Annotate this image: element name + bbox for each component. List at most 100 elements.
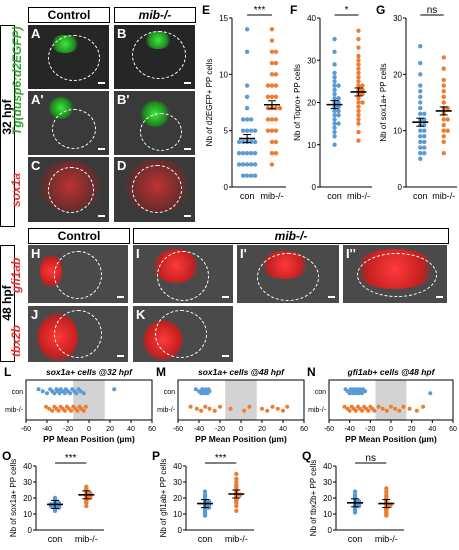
data-point — [218, 404, 222, 409]
image-panel-H: H — [28, 245, 128, 303]
data-point — [244, 117, 250, 122]
data-point — [234, 508, 239, 513]
x-tick-label: 0 — [389, 426, 393, 433]
panel-letter: Q — [302, 449, 311, 463]
y-tick-label: mib-/- — [308, 407, 327, 414]
data-point — [389, 404, 393, 409]
data-point — [236, 162, 242, 167]
data-point — [240, 173, 246, 178]
data-point — [332, 83, 337, 88]
data-point — [332, 134, 337, 139]
data-point — [418, 94, 423, 100]
data-point — [418, 89, 423, 94]
image-panel-D: D — [114, 157, 195, 222]
data-point — [252, 162, 258, 167]
data-point — [244, 128, 250, 133]
data-point — [372, 408, 377, 413]
data-point — [40, 389, 45, 394]
image-panel-I-prime: I' — [237, 245, 339, 303]
image-panel-C: C — [28, 157, 109, 222]
scale-bar — [222, 296, 229, 298]
x-tick-label: 60 — [449, 426, 457, 433]
x-tick-label: 40 — [127, 426, 135, 433]
x-tick-label: mib-/- — [75, 534, 98, 544]
data-point — [353, 408, 358, 413]
data-point — [78, 389, 83, 394]
x-tick-label: -40 — [42, 426, 52, 433]
y-tick-label: 10 — [323, 510, 332, 519]
row-label-32hpf — [0, 25, 15, 227]
data-point — [269, 94, 275, 100]
data-point — [277, 105, 283, 111]
otic-outline — [140, 113, 182, 151]
col-header-mib: mib-/- — [114, 7, 196, 23]
data-point — [347, 408, 352, 413]
data-point — [356, 45, 361, 50]
data-point — [422, 128, 427, 133]
x-tick-label: 0 — [239, 426, 243, 433]
data-point — [50, 408, 55, 413]
data-point — [269, 49, 275, 54]
data-point — [332, 112, 337, 118]
data-point — [332, 74, 337, 80]
y-tick-label: con — [164, 389, 175, 396]
chart-P: P 0 10 20 30 40 Nb of gfi1ab+ PP cells con mib-/… — [152, 449, 254, 544]
data-point — [418, 83, 423, 88]
data-point — [69, 408, 74, 413]
data-point — [401, 404, 406, 409]
data-point — [252, 151, 258, 156]
data-point — [356, 100, 361, 105]
y-tick-label: 20 — [393, 70, 402, 79]
data-point — [228, 406, 233, 411]
y-tick-label: con — [12, 389, 23, 396]
data-point — [247, 404, 252, 409]
y-tick-label: 0 — [178, 526, 183, 535]
data-point — [356, 96, 361, 101]
x-tick-label: 40 — [279, 426, 287, 433]
data-point — [418, 128, 423, 133]
otic-outline — [132, 165, 182, 213]
data-point — [352, 489, 358, 494]
data-point — [418, 111, 423, 116]
data-point — [428, 391, 433, 396]
data-point — [418, 151, 423, 156]
data-point — [363, 389, 368, 394]
data-point — [240, 162, 246, 167]
data-point — [45, 391, 49, 396]
data-point — [356, 138, 361, 143]
x-tick-label: con — [240, 191, 255, 201]
data-point — [418, 72, 423, 77]
data-point — [244, 105, 250, 111]
data-point — [360, 100, 365, 105]
scale-bar — [117, 296, 124, 298]
data-point — [422, 145, 427, 150]
data-point — [269, 38, 275, 43]
y-tick-label: 30 — [393, 14, 402, 23]
data-point — [352, 492, 358, 497]
y-tick-label: 40 — [307, 14, 316, 23]
data-point — [380, 406, 385, 411]
data-point — [360, 83, 365, 88]
y-tick-label: 15 — [219, 14, 228, 23]
scale-bar — [328, 296, 335, 298]
data-point — [384, 489, 389, 494]
data-point — [441, 134, 446, 139]
data-point — [269, 117, 275, 122]
data-point — [269, 162, 275, 167]
data-point — [236, 151, 242, 156]
x-tick-label: 20 — [258, 426, 266, 433]
data-point — [421, 404, 426, 409]
data-point — [356, 112, 361, 118]
significance-label: * — [345, 5, 349, 16]
y-tick-label: 20 — [173, 494, 182, 503]
data-point — [441, 83, 446, 88]
data-point — [366, 408, 371, 413]
y-tick-label: 30 — [307, 56, 316, 65]
data-point — [240, 117, 246, 122]
y-tick-label: con — [315, 389, 326, 396]
panel-letter: M — [156, 365, 166, 379]
y-tick-label: mib-/- — [5, 407, 24, 414]
chart-title: gfi1ab+ cells @48 hpf — [347, 367, 436, 377]
data-point — [265, 128, 271, 133]
